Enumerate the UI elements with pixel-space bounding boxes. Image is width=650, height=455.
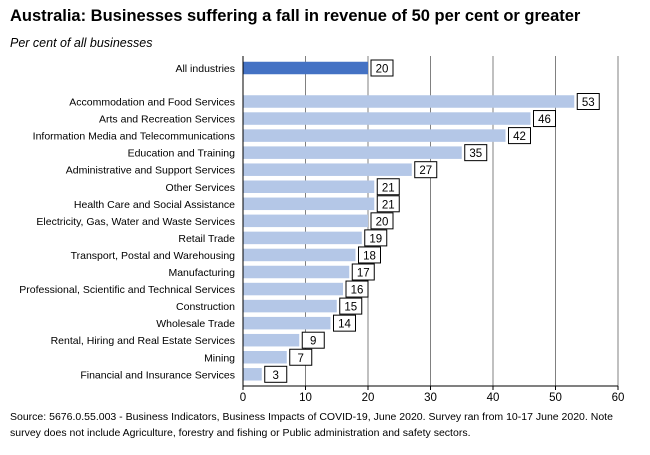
- source-note: Source: 5676.0.55.003 - Business Indicat…: [10, 411, 613, 439]
- category-label: Education and Training: [128, 148, 236, 160]
- bar: [243, 265, 350, 279]
- category-label: Transport, Postal and Warehousing: [71, 250, 236, 262]
- category-label: Accommodation and Food Services: [69, 97, 235, 109]
- bar: [243, 351, 287, 364]
- data-label: 7: [298, 353, 304, 365]
- bar: [243, 163, 412, 176]
- x-tick-label: 10: [299, 392, 312, 404]
- bar: [243, 180, 375, 193]
- data-label-box: [370, 59, 394, 77]
- category-label: Manufacturing: [168, 267, 235, 279]
- bar: [243, 197, 375, 211]
- bar: [243, 316, 331, 330]
- data-label: 17: [357, 268, 370, 280]
- data-label: 27: [419, 165, 432, 177]
- category-label: Other Services: [166, 182, 235, 194]
- data-label-box: [576, 93, 600, 110]
- category-label: Construction: [176, 301, 235, 313]
- data-label-box: [333, 314, 356, 332]
- x-tick-label: 30: [424, 392, 437, 404]
- data-label: 53: [582, 97, 595, 109]
- chart-title: Australia: Businesses suffering a fall i…: [10, 7, 581, 25]
- category-label: Financial and Insurance Services: [80, 369, 235, 381]
- chart-subtitle: Per cent of all businesses: [10, 36, 153, 50]
- bar: [243, 368, 262, 381]
- data-label-box: [264, 365, 288, 383]
- bar: [243, 248, 356, 262]
- data-label-box: [464, 144, 488, 162]
- x-tick-label: 0: [240, 392, 246, 404]
- category-label: Rental, Hiring and Real Estate Services: [51, 335, 235, 347]
- bar-chart: All industries 20 Accommodation and Food S…: [19, 56, 625, 404]
- category-label: Arts and Recreation Services: [99, 114, 235, 126]
- data-label-box: [301, 331, 325, 349]
- data-label-box: [289, 348, 313, 366]
- category-label: Wholesale Trade: [156, 318, 235, 330]
- data-label: 18: [363, 250, 376, 262]
- data-label-box: [351, 263, 375, 281]
- data-label-box: [364, 229, 388, 247]
- bar: [243, 61, 368, 75]
- data-label: 42: [513, 131, 526, 143]
- data-label: 19: [369, 233, 382, 245]
- data-label-box: [345, 280, 369, 298]
- bar: [243, 299, 337, 313]
- data-label: 21: [382, 182, 395, 194]
- data-label: 16: [351, 285, 364, 297]
- bar: [243, 129, 506, 142]
- x-tick-label: 60: [612, 392, 625, 404]
- data-label: 3: [273, 370, 279, 382]
- bar: [243, 112, 531, 125]
- data-label: 14: [338, 319, 351, 331]
- x-tick-label: 50: [549, 392, 562, 404]
- data-label-box: [358, 246, 381, 264]
- data-label-box: [339, 297, 363, 315]
- x-tick-label: 40: [487, 392, 500, 404]
- bar: [243, 333, 300, 347]
- category-label: Information Media and Telecommunications: [33, 131, 235, 143]
- data-label-box: [414, 161, 438, 179]
- data-label: 35: [469, 148, 482, 160]
- data-label-box: [508, 127, 531, 145]
- x-tick-label: 20: [362, 392, 375, 404]
- data-label: 20: [376, 216, 389, 228]
- bar: [243, 146, 462, 159]
- data-label-box: [533, 110, 556, 128]
- data-label: 46: [538, 114, 551, 126]
- category-label: Retail Trade: [178, 233, 235, 245]
- data-label-box: [376, 178, 400, 196]
- category-label: Professional, Scientific and Technical S…: [19, 284, 235, 296]
- data-label: 20: [376, 64, 389, 76]
- data-label: 9: [310, 336, 316, 348]
- bar: [243, 214, 368, 228]
- category-label: Mining: [204, 352, 235, 364]
- data-label: 15: [344, 302, 357, 314]
- category-label: Health Care and Social Assistance: [74, 199, 235, 211]
- data-label-box: [376, 195, 400, 213]
- bar: [243, 95, 575, 108]
- category-label: Electricity, Gas, Water and Waste Servic…: [36, 216, 235, 228]
- bar: [243, 231, 362, 245]
- category-label: Administrative and Support Services: [66, 165, 235, 177]
- bar: [243, 282, 343, 296]
- category-label: All industries: [175, 63, 235, 75]
- data-label: 21: [382, 199, 395, 211]
- data-label-box: [370, 212, 394, 230]
